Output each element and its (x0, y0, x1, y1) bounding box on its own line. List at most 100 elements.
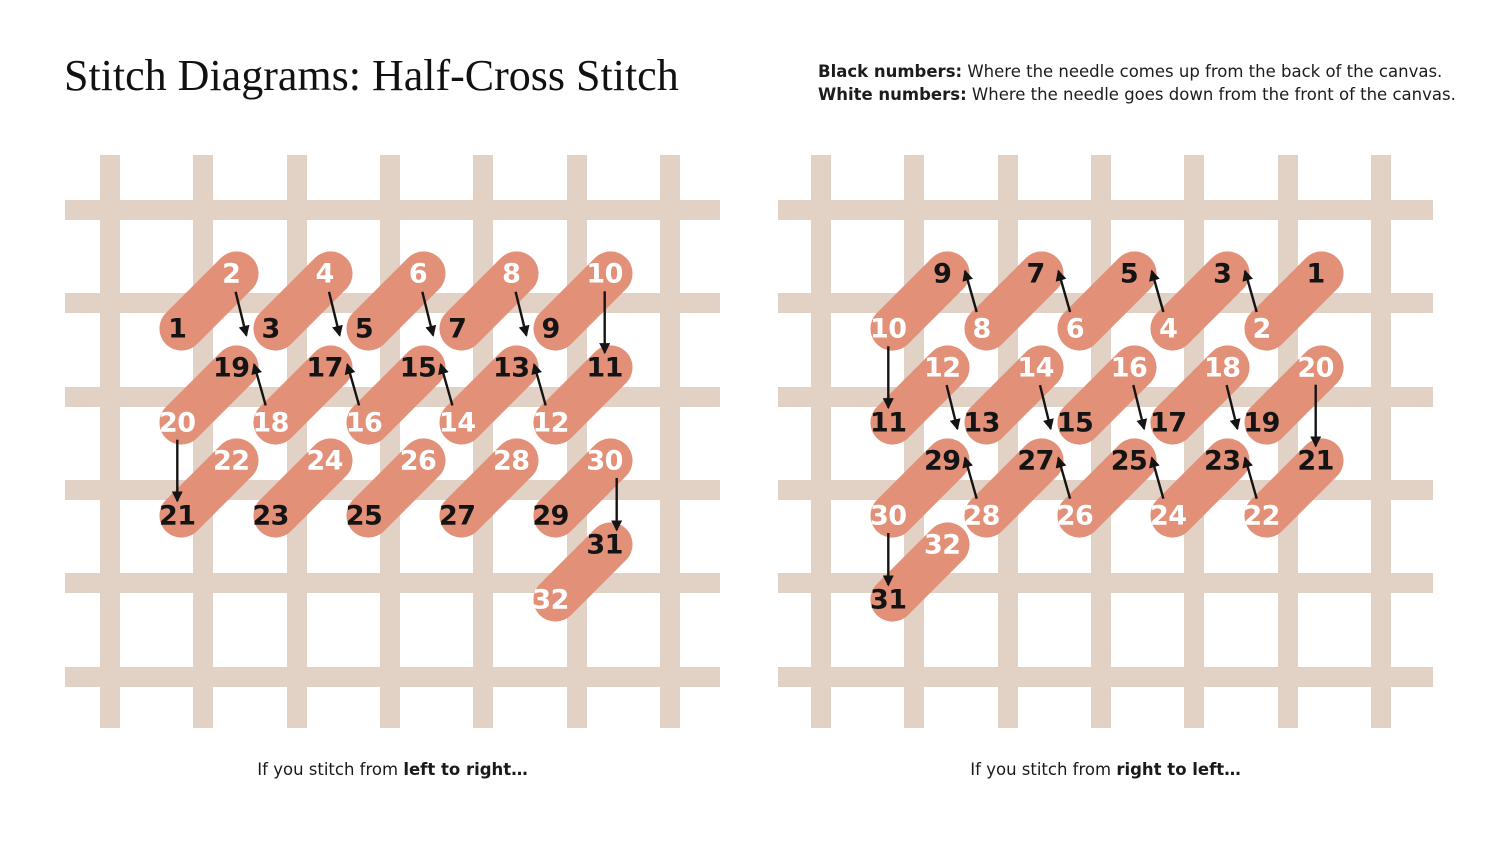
canvas-grid-vertical-bar (660, 155, 680, 728)
stitch-number-black: 21 (1297, 445, 1334, 477)
canvas-grid-vertical-bar (1091, 155, 1111, 728)
stitch-number-white: 18 (1204, 352, 1241, 384)
stitch-number-black: 31 (870, 584, 907, 616)
stitch-number-black: 13 (963, 407, 1000, 439)
stitch-number-white: 26 (399, 445, 437, 477)
stitch-number-white: 8 (502, 258, 521, 290)
stitch-number-white: 22 (1243, 500, 1280, 532)
canvas-grid-vertical-bar (473, 155, 494, 728)
caption-left-to-right: If you stitch from left to right… (65, 759, 720, 781)
canvas-grid-horizontal-bar (65, 666, 720, 687)
stitch-number-black: 15 (1056, 407, 1094, 439)
stitch-number-black: 7 (1026, 258, 1046, 290)
stitch-number-white: 14 (1017, 352, 1054, 384)
stitch-number-white: 2 (1252, 313, 1272, 345)
stitch-number-white: 24 (306, 445, 343, 477)
stitch-number-black: 25 (345, 500, 383, 532)
stitch-number-white: 28 (493, 445, 530, 477)
stitch-number-white: 2 (222, 258, 241, 290)
canvas-grid-vertical-bar (286, 155, 307, 728)
stitch-number-white: 12 (924, 352, 961, 384)
caption-prefix: If you stitch from (257, 760, 404, 779)
stitch-number-white: 6 (1065, 313, 1085, 345)
stitch-number-black: 9 (541, 313, 561, 345)
stitch-number-black: 3 (261, 313, 281, 345)
stitch-number-white: 20 (1297, 352, 1334, 384)
caption-prefix: If you stitch from (970, 760, 1117, 779)
legend-black-text: Where the needle comes up from the back … (962, 62, 1443, 81)
canvas-grid-horizontal-bar (778, 200, 1433, 220)
stitch-number-black: 11 (586, 352, 623, 384)
stitch-number-black: 19 (1243, 407, 1280, 439)
stitch-number-black: 21 (159, 500, 196, 532)
stitch-number-white: 32 (924, 529, 961, 561)
stitch-number-black: 29 (532, 500, 569, 532)
legend-white-text: Where the needle goes down from the fron… (966, 85, 1456, 104)
canvas-grid-vertical-bar (904, 155, 925, 728)
legend-line-white-numbers: White numbers: Where the needle goes dow… (818, 83, 1456, 106)
stitch-number-black: 17 (1150, 407, 1187, 439)
canvas-grid-horizontal-bar (778, 666, 1433, 687)
canvas-grid-vertical-bar (1184, 155, 1205, 728)
stitch-number-black: 5 (1119, 258, 1139, 290)
legend-line-black-numbers: Black numbers: Where the needle comes up… (818, 60, 1456, 83)
stitch-number-black: 27 (1017, 445, 1054, 477)
stitch-number-white: 4 (1159, 313, 1178, 345)
canvas-grid-vertical-bar (811, 155, 831, 728)
caption-direction: right to left (1116, 760, 1225, 779)
stitch-number-white: 16 (345, 407, 383, 439)
caption-right-to-left: If you stitch from right to left… (778, 759, 1433, 781)
stitch-number-white: 10 (586, 258, 623, 290)
stitch-number-black: 23 (252, 500, 289, 532)
stitch-number-white: 18 (252, 407, 289, 439)
stitch-number-black: 9 (933, 258, 952, 290)
stitch-number-white: 8 (972, 313, 992, 345)
legend-black-label: Black numbers: (818, 62, 963, 81)
stitch-number-black: 17 (306, 352, 343, 384)
stitch-number-white: 26 (1056, 500, 1094, 532)
caption-ellipsis: … (511, 760, 528, 779)
stitch-number-white: 4 (315, 258, 335, 290)
stitch-number-black: 11 (870, 407, 907, 439)
canvas-grid-vertical-bar (997, 155, 1018, 728)
stitch-number-black: 23 (1204, 445, 1241, 477)
canvas-grid-vertical-bar (1277, 155, 1298, 728)
stitch-number-white: 30 (586, 445, 623, 477)
canvas-grid-vertical-bar (566, 155, 587, 728)
canvas-grid-vertical-bar (100, 155, 120, 728)
canvas-grid-horizontal-bar (65, 200, 720, 220)
stitch-number-black: 25 (1110, 445, 1148, 477)
canvas-grid-vertical-bar (1371, 155, 1391, 728)
canvas-grid-horizontal-bar (65, 573, 720, 594)
stitch-number-black: 31 (586, 529, 623, 561)
canvas-grid-vertical-bar (380, 155, 400, 728)
stitch-number-white: 30 (870, 500, 907, 532)
stitch-number-white: 22 (213, 445, 250, 477)
stitch-number-white: 24 (1150, 500, 1187, 532)
stitch-number-white: 6 (408, 258, 428, 290)
stitch-number-white: 28 (963, 500, 1000, 532)
canvas-grid-vertical-bar (193, 155, 214, 728)
legend: Black numbers: Where the needle comes up… (818, 60, 1456, 106)
stitch-number-black: 3 (1213, 258, 1232, 290)
stitch-number-white: 10 (870, 313, 907, 345)
caption-ellipsis: … (1224, 760, 1241, 779)
stitch-number-black: 1 (1306, 258, 1326, 290)
stitch-number-black: 13 (493, 352, 530, 384)
stitch-number-black: 15 (399, 352, 437, 384)
stitch-number-white: 14 (439, 407, 476, 439)
stitch-number-black: 1 (168, 313, 187, 345)
stitch-number-black: 7 (448, 313, 467, 345)
stitch-number-white: 12 (532, 407, 569, 439)
stitch-number-black: 27 (439, 500, 476, 532)
stitch-number-white: 32 (532, 584, 569, 616)
stitch-number-black: 29 (924, 445, 961, 477)
stitch-number-black: 19 (213, 352, 250, 384)
caption-direction: left to right (403, 760, 512, 779)
stitch-number-black: 5 (354, 313, 374, 345)
